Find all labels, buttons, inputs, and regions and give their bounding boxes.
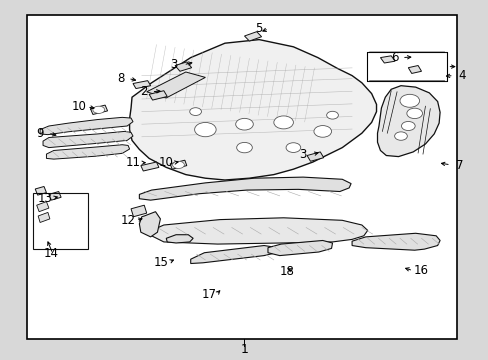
- Text: 16: 16: [413, 264, 428, 277]
- Text: 7: 7: [455, 159, 463, 172]
- Ellipse shape: [236, 143, 252, 153]
- Polygon shape: [49, 192, 61, 200]
- Text: 12: 12: [121, 214, 135, 227]
- Polygon shape: [146, 72, 205, 98]
- Polygon shape: [90, 105, 107, 114]
- Polygon shape: [377, 86, 439, 157]
- Polygon shape: [43, 131, 133, 148]
- Polygon shape: [267, 240, 332, 256]
- Text: 15: 15: [154, 256, 168, 269]
- Text: 2: 2: [140, 85, 148, 98]
- Polygon shape: [151, 218, 367, 244]
- Text: 6: 6: [390, 51, 398, 64]
- Ellipse shape: [93, 106, 104, 113]
- Polygon shape: [46, 145, 129, 159]
- Polygon shape: [133, 81, 150, 89]
- Ellipse shape: [194, 122, 216, 137]
- Text: 9: 9: [36, 127, 44, 140]
- Text: 17: 17: [202, 288, 216, 301]
- Text: 5: 5: [255, 22, 263, 35]
- Polygon shape: [139, 212, 160, 237]
- Text: 1: 1: [240, 343, 248, 356]
- Polygon shape: [170, 160, 186, 169]
- Polygon shape: [40, 117, 133, 135]
- Polygon shape: [407, 66, 421, 73]
- Polygon shape: [190, 246, 277, 264]
- Ellipse shape: [172, 161, 184, 168]
- Text: 3: 3: [299, 148, 306, 161]
- Polygon shape: [149, 91, 167, 100]
- Ellipse shape: [285, 143, 300, 153]
- Ellipse shape: [273, 116, 293, 129]
- Polygon shape: [175, 62, 191, 71]
- Polygon shape: [244, 32, 261, 41]
- Text: 4: 4: [457, 69, 465, 82]
- Text: 10: 10: [72, 100, 86, 113]
- Ellipse shape: [399, 94, 419, 107]
- Polygon shape: [35, 186, 46, 195]
- Ellipse shape: [189, 108, 201, 116]
- Bar: [27, 15, 456, 339]
- Polygon shape: [131, 205, 146, 217]
- Polygon shape: [37, 202, 49, 212]
- Text: 14: 14: [44, 247, 59, 260]
- Polygon shape: [139, 177, 350, 200]
- Text: 13: 13: [38, 192, 52, 204]
- Polygon shape: [351, 233, 439, 250]
- Text: 18: 18: [280, 265, 294, 278]
- Text: 11: 11: [125, 156, 140, 169]
- Text: 10: 10: [159, 156, 173, 169]
- Bar: [33, 193, 88, 249]
- Ellipse shape: [401, 121, 414, 131]
- Ellipse shape: [235, 118, 253, 130]
- Ellipse shape: [313, 126, 331, 137]
- Polygon shape: [141, 162, 159, 171]
- Polygon shape: [129, 40, 376, 180]
- Text: 8: 8: [117, 72, 125, 85]
- Polygon shape: [166, 235, 193, 243]
- Polygon shape: [306, 152, 323, 161]
- Polygon shape: [380, 56, 394, 63]
- Ellipse shape: [394, 132, 407, 140]
- Ellipse shape: [326, 111, 338, 119]
- Polygon shape: [38, 212, 50, 222]
- Text: 3: 3: [169, 58, 177, 71]
- Ellipse shape: [406, 108, 422, 118]
